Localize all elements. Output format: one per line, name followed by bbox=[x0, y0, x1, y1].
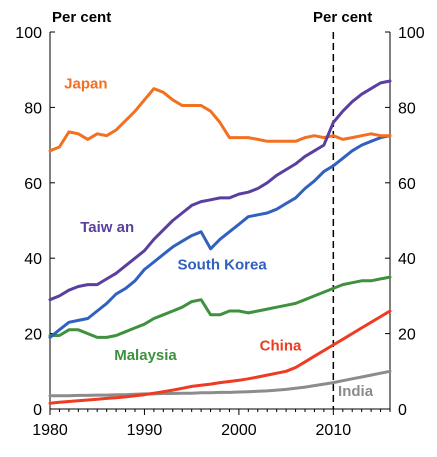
right-y-tick-label-60: 60 bbox=[398, 176, 416, 193]
right-y-tick-label-20: 20 bbox=[398, 327, 416, 344]
series-label-malaysia: Malaysia bbox=[114, 347, 177, 364]
right-axis-unit-label: Per cent bbox=[313, 9, 372, 26]
left-y-tick-label-80: 80 bbox=[24, 100, 42, 117]
left-y-tick-label-20: 20 bbox=[24, 327, 42, 344]
left-y-tick-label-0: 0 bbox=[33, 402, 42, 419]
x-tick-label-1990: 1990 bbox=[127, 422, 163, 439]
right-y-tick-label-100: 100 bbox=[398, 25, 425, 42]
right-y-tick-label-80: 80 bbox=[398, 100, 416, 117]
right-y-tick-label-0: 0 bbox=[398, 402, 407, 419]
series-line-taiw-an bbox=[48, 79, 392, 302]
right-y-tick-label-40: 40 bbox=[398, 251, 416, 268]
series-line-malaysia bbox=[48, 275, 392, 339]
series-group bbox=[48, 79, 392, 405]
x-tick-label-2010: 2010 bbox=[316, 422, 352, 439]
left-axis-unit-label: Per cent bbox=[52, 9, 111, 26]
series-label-china: China bbox=[260, 338, 302, 355]
series-line-south-korea bbox=[48, 134, 392, 339]
x-tick-label-2000: 2000 bbox=[221, 422, 257, 439]
series-line-japan bbox=[48, 87, 392, 153]
series-line-india bbox=[48, 369, 392, 398]
series-line-china bbox=[48, 309, 392, 405]
left-y-tick-label-100: 100 bbox=[15, 25, 42, 42]
series-label-south-korea: South Korea bbox=[178, 257, 268, 274]
series-labels: Japan Taiw an South Korea Malaysia China Indi… bbox=[64, 76, 374, 400]
x-tick-label-1980: 1980 bbox=[32, 422, 68, 439]
left-y-tick-label-60: 60 bbox=[24, 176, 42, 193]
tick-labels: 0 0 20 20 40 40 60 60 80 80 100 100 1980 1990 2000 2010 bbox=[15, 25, 425, 439]
series-label-india: India bbox=[338, 383, 374, 400]
series-label-japan: Japan bbox=[64, 76, 107, 93]
series-label-taiw-an: Taiw an bbox=[80, 219, 134, 236]
left-y-tick-label-40: 40 bbox=[24, 251, 42, 268]
